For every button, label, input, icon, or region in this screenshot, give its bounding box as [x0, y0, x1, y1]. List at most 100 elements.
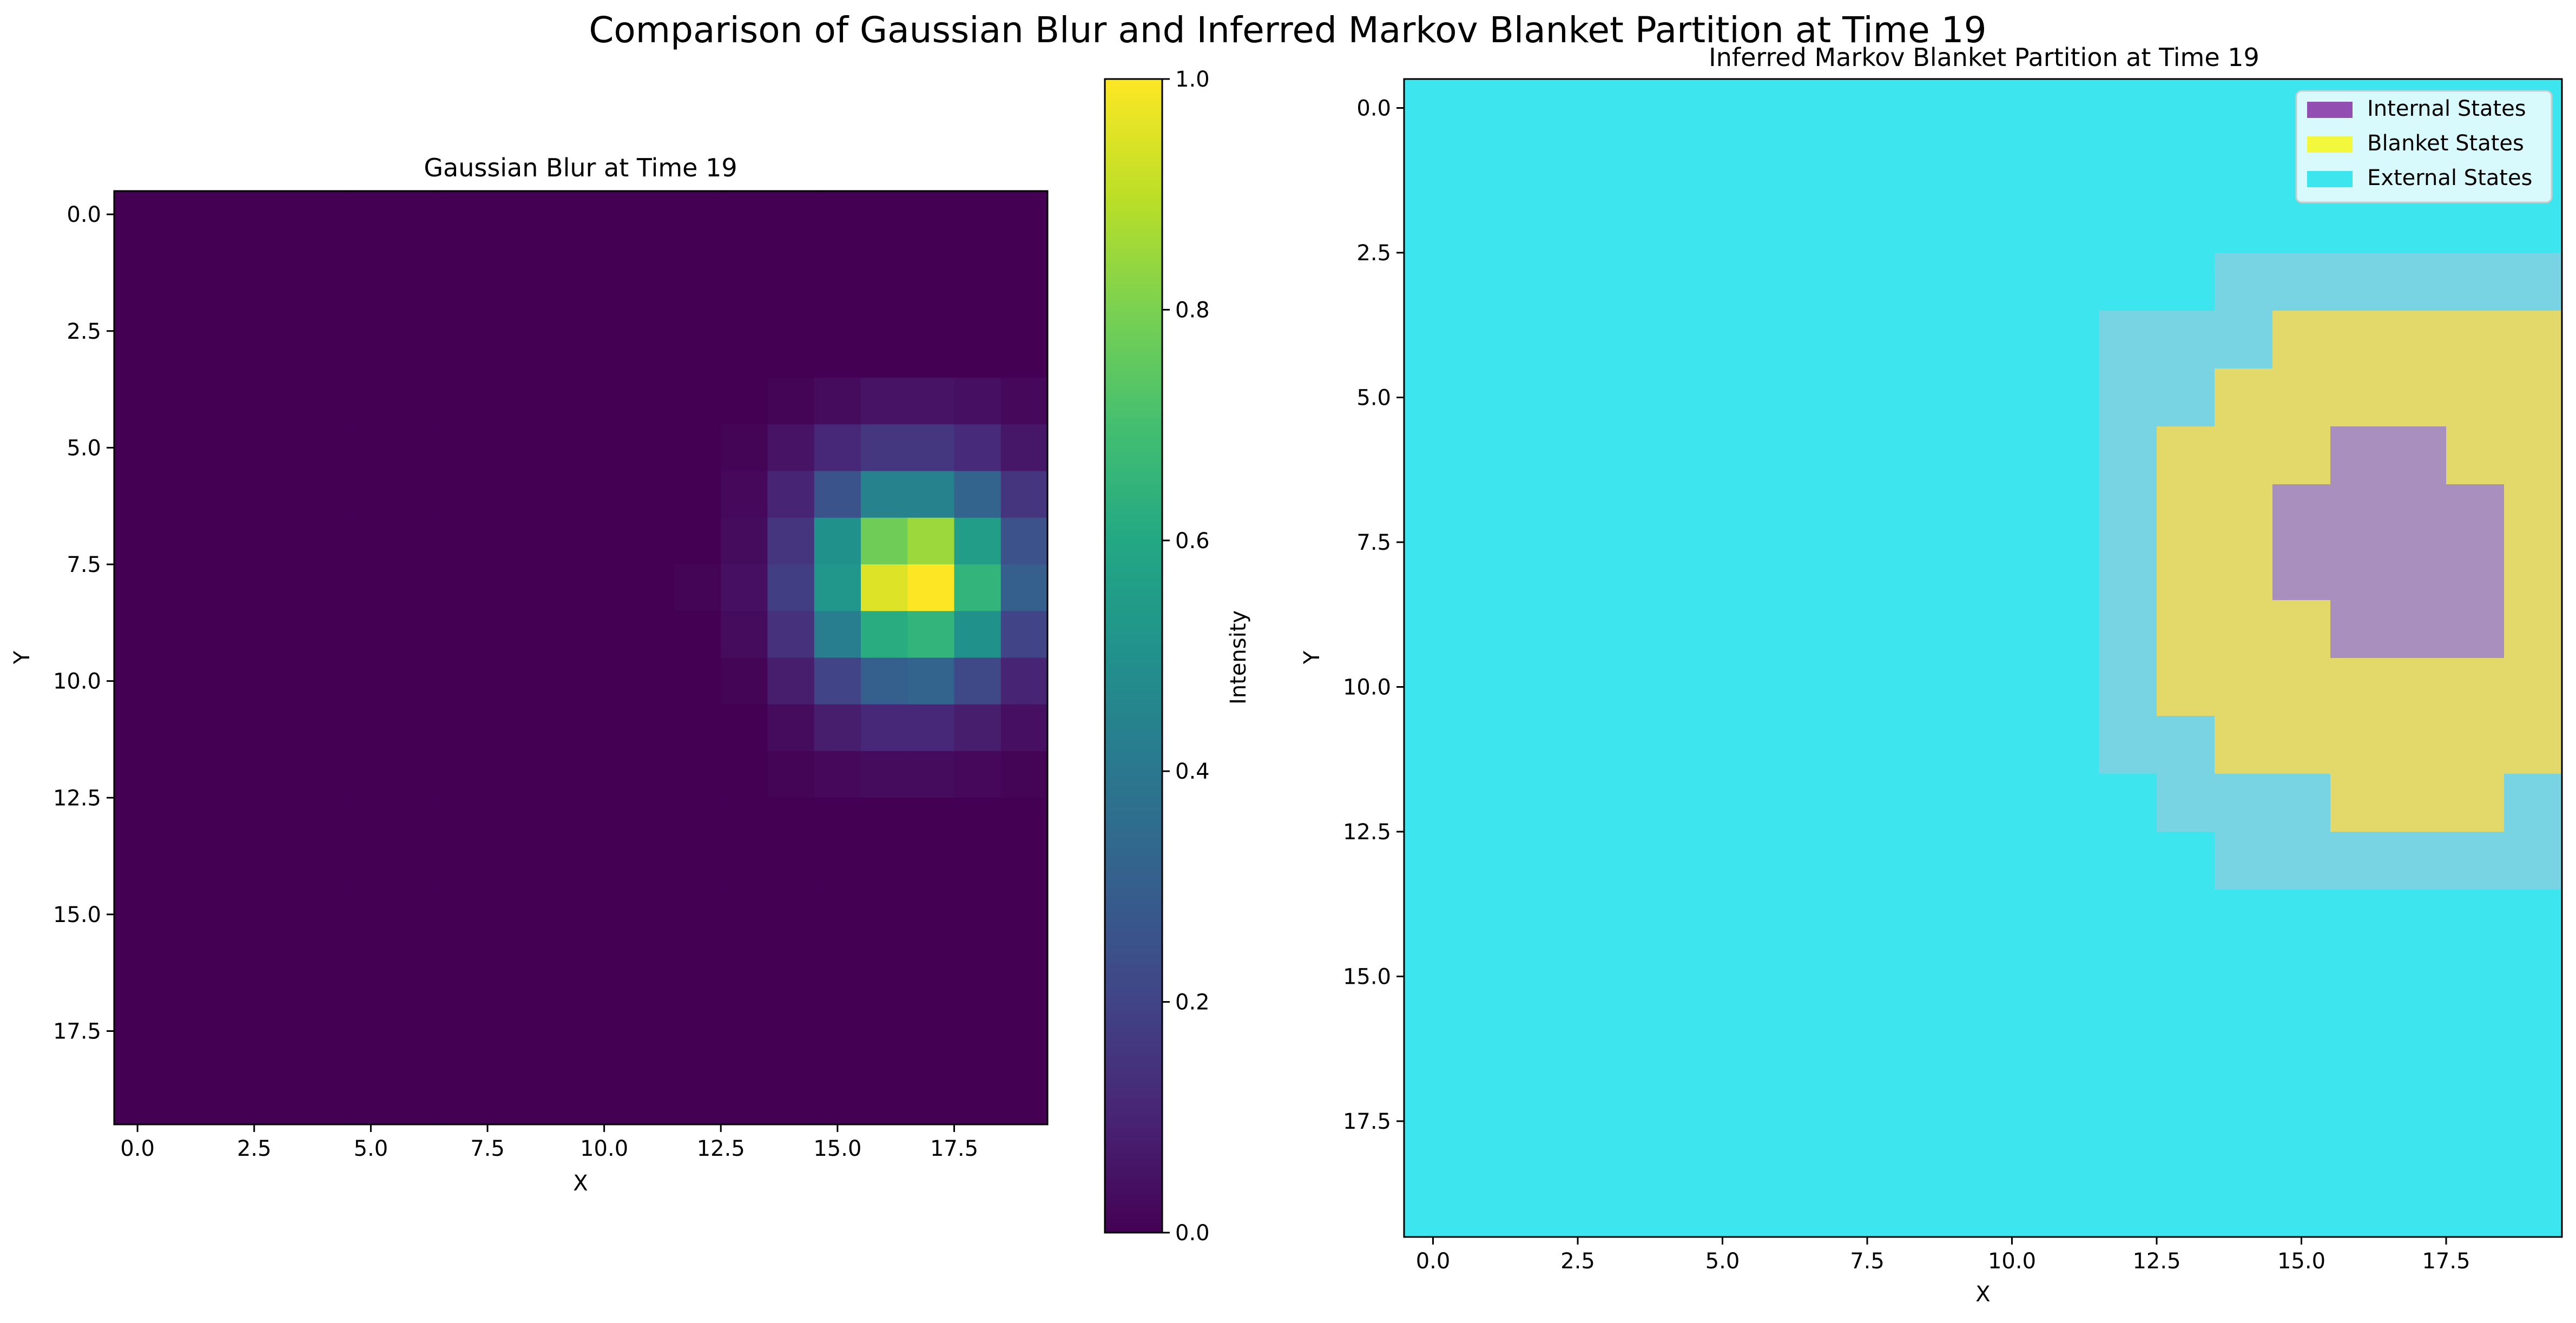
partition-cell	[2041, 1063, 2099, 1122]
partition-cell	[2504, 1005, 2562, 1064]
partition-cell	[2041, 368, 2099, 427]
partition-cell	[1809, 426, 1868, 485]
partition-cell	[1404, 1179, 1462, 1238]
heatmap-cell	[301, 1077, 348, 1125]
partition-cell	[2099, 890, 2157, 948]
heatmap-cell	[254, 844, 301, 892]
heatmap-cell	[161, 1031, 208, 1078]
partition-cell	[1983, 947, 2041, 1006]
partition-cell	[1578, 137, 1636, 195]
heatmap-cell	[347, 424, 395, 472]
partition-cell	[2099, 658, 2157, 716]
partition-cell	[1636, 79, 1694, 137]
heatmap-cell	[394, 891, 442, 938]
heatmap-cell	[347, 1077, 395, 1125]
heatmap-cell	[1000, 191, 1048, 238]
heatmap-cell	[907, 704, 955, 752]
partition-cell	[2272, 195, 2331, 253]
heatmap-cell	[954, 517, 1002, 565]
partition-cell	[1694, 600, 1752, 659]
y-tick-label: 10.0	[1343, 675, 1391, 700]
partition-cell	[2446, 832, 2505, 890]
heatmap-cell	[114, 238, 161, 285]
partition-cell	[1925, 311, 1984, 369]
heatmap-cell	[814, 657, 861, 705]
partition-cell	[1694, 947, 1752, 1006]
heatmap-cell	[487, 564, 535, 611]
heatmap-cell	[907, 284, 955, 332]
heatmap-cell	[674, 471, 721, 518]
heatmap-cell	[861, 1077, 908, 1125]
heatmap-cell	[581, 1031, 628, 1078]
partition-cell	[1578, 195, 1636, 253]
partition-cell	[2215, 600, 2273, 659]
partition-cell	[2157, 311, 2215, 369]
heatmap-cell	[534, 424, 582, 472]
legend-box	[2295, 90, 2553, 203]
heatmap-cell	[814, 798, 861, 845]
heatmap-cell	[347, 378, 395, 425]
partition-cell	[1925, 1063, 1984, 1122]
partition-cell	[2272, 1063, 2331, 1122]
heatmap-cell	[954, 284, 1002, 332]
partition-cell	[2041, 600, 2099, 659]
partition-cell	[2504, 600, 2562, 659]
heatmap-cell	[487, 657, 535, 705]
partition-cell	[2272, 484, 2331, 543]
colorbar-label: Intensity	[1226, 610, 1251, 705]
heatmap-cell	[954, 238, 1002, 285]
partition-cell	[2388, 658, 2447, 716]
heatmap-cell	[161, 798, 208, 845]
partition-cell	[2446, 890, 2505, 948]
colorbar-ticks: 0.0 0.2 0.4 0.6 0.8 1.0	[1162, 67, 1210, 1246]
heatmap-cell	[1000, 564, 1048, 611]
partition-cell	[2157, 1063, 2215, 1122]
partition-cell	[1462, 1063, 1520, 1122]
heatmap-cell	[814, 704, 861, 752]
partition-cell	[2330, 1121, 2389, 1180]
heatmap-cell	[907, 378, 955, 425]
partition-cell	[1520, 600, 1578, 659]
partition-cell	[2041, 774, 2099, 832]
partition-cell	[2504, 716, 2562, 774]
x-tick-label: 2.5	[1560, 1249, 1595, 1274]
partition-cell	[2504, 774, 2562, 832]
partition-cell	[2099, 832, 2157, 890]
partition-cell	[2330, 774, 2389, 832]
partition-cell	[2215, 947, 2273, 1006]
heatmap-cell	[907, 331, 955, 378]
partition-cell	[2157, 542, 2215, 601]
heatmap-cell	[814, 891, 861, 938]
heatmap-cell	[487, 1077, 535, 1125]
heatmap-cell	[1000, 378, 1048, 425]
partition-cell	[1867, 1121, 1926, 1180]
heatmap-cell	[814, 564, 861, 611]
heatmap-cell	[207, 751, 255, 798]
heatmap-cell	[207, 284, 255, 332]
heatmap-cell	[861, 238, 908, 285]
heatmap-cell	[440, 1077, 488, 1125]
heatmap-cell	[581, 844, 628, 892]
partition-cell	[1462, 1121, 1520, 1180]
partition-cell	[1520, 832, 1578, 890]
heatmap-cell	[627, 284, 675, 332]
partition-cell	[2041, 484, 2099, 543]
heatmap-cell	[861, 984, 908, 1032]
partition-cell	[1636, 774, 1694, 832]
heatmap-cell	[254, 798, 301, 845]
heatmap-cell	[301, 984, 348, 1032]
heatmap-cell	[347, 517, 395, 565]
heatmap-cell	[581, 891, 628, 938]
heatmap-cell	[674, 844, 721, 892]
heatmap-cell	[954, 891, 1002, 938]
heatmap-cell	[301, 611, 348, 659]
heatmap-cell	[767, 844, 815, 892]
heatmap-cell	[674, 424, 721, 472]
heatmap-cell	[114, 751, 161, 798]
heatmap-cell	[534, 284, 582, 332]
partition-cell	[2041, 311, 2099, 369]
heatmap-cell	[207, 331, 255, 378]
heatmap-cell	[114, 424, 161, 472]
heatmap-cell	[347, 611, 395, 659]
partition-cell	[1578, 658, 1636, 716]
